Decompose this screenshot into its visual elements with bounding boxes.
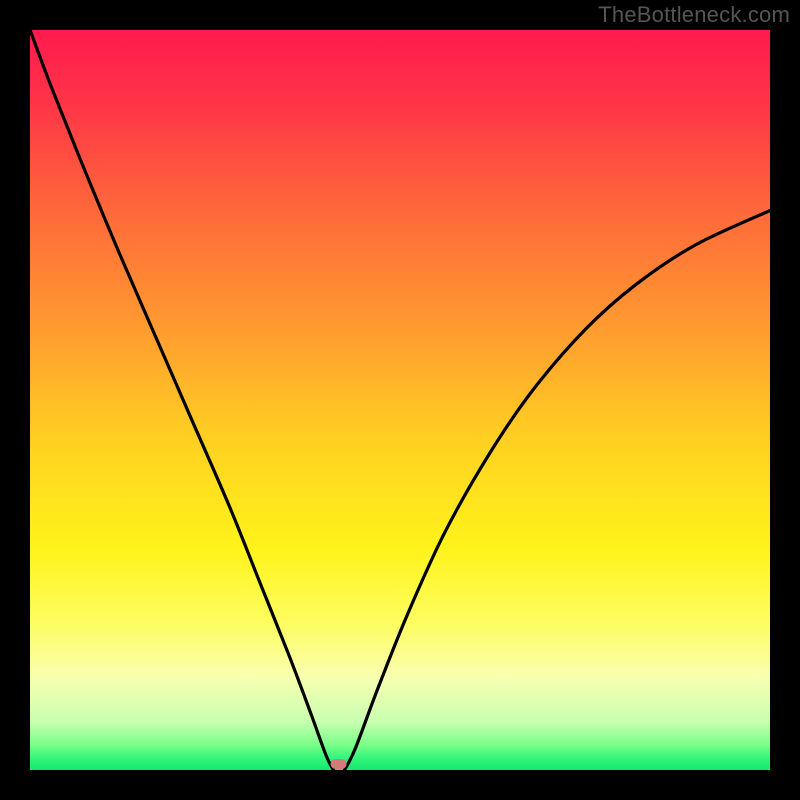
chart-plot-area: [30, 30, 770, 770]
optimal-point-marker: [331, 759, 347, 769]
chart-container: TheBottleneck.com: [0, 0, 800, 800]
bottleneck-chart: [0, 0, 800, 800]
watermark-text: TheBottleneck.com: [598, 2, 790, 28]
